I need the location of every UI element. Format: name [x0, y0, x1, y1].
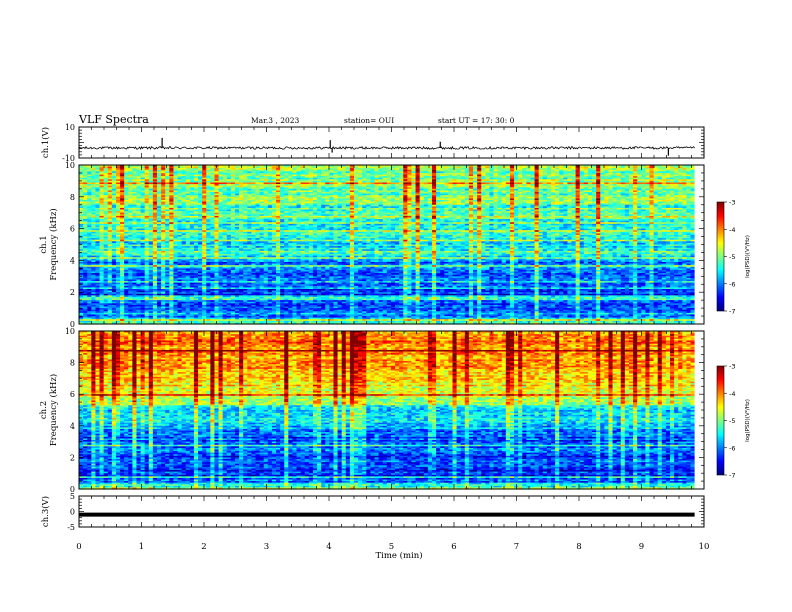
y-tick-label: 10 — [65, 123, 75, 132]
ch1-waveform-trace — [79, 147, 695, 150]
figure-title: VLF Spectra — [78, 113, 149, 126]
figure-date: Mar.3 , 2023 — [251, 116, 300, 125]
y-axis-label: ch.1(V) — [40, 127, 51, 158]
spectrogram-cells — [79, 165, 695, 325]
figure-start-time: start UT = 17: 30: 0 — [438, 116, 515, 125]
figure-station: station= OUI — [344, 116, 394, 125]
